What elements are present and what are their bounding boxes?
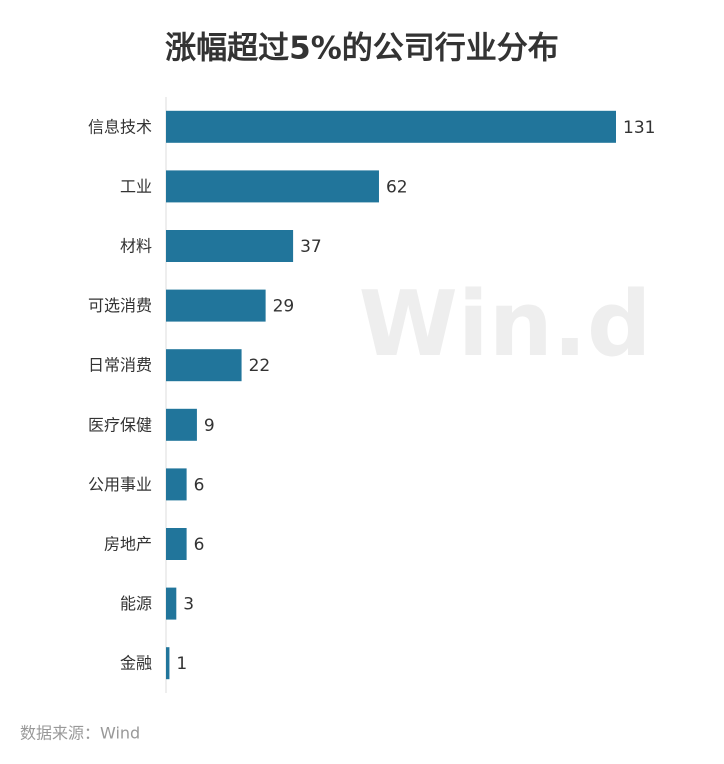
y-tick-label: 可选消费: [88, 296, 152, 315]
value-label: 1: [176, 654, 187, 674]
chart-title: 涨幅超过5%的公司行业分布: [165, 31, 559, 67]
bar: [166, 528, 187, 560]
bar: [166, 468, 187, 501]
value-label: 6: [194, 535, 205, 555]
value-label: 9: [204, 416, 215, 436]
bar: [166, 170, 379, 203]
y-tick-label: 工业: [120, 177, 152, 196]
value-label: 62: [386, 177, 408, 197]
value-label: 3: [183, 595, 194, 615]
y-tick-label: 日常消费: [88, 356, 152, 375]
value-label: 37: [300, 237, 322, 257]
source: 数据来源：Wind: [20, 724, 140, 743]
bar: [166, 408, 197, 441]
watermark: Win.d: [359, 272, 652, 377]
bar: [166, 230, 294, 262]
y-tick-label: 能源: [120, 594, 152, 613]
value-label: 131: [623, 118, 655, 138]
y-tick-label: 公用事业: [88, 475, 152, 494]
bar: [166, 587, 177, 620]
y-tick-label: 金融: [120, 654, 152, 673]
bar: [166, 349, 242, 382]
y-tick-label: 材料: [120, 237, 152, 256]
value-label: 22: [249, 356, 271, 376]
bar: [166, 289, 266, 322]
y-tick-label: 房地产: [104, 535, 152, 554]
y-tick-label: 信息技术: [88, 117, 152, 136]
value-label: 6: [194, 475, 205, 495]
value-label: 29: [273, 297, 295, 317]
bar: [166, 110, 616, 143]
y-tick-label: 医疗保健: [88, 415, 152, 434]
bar: [166, 647, 170, 680]
